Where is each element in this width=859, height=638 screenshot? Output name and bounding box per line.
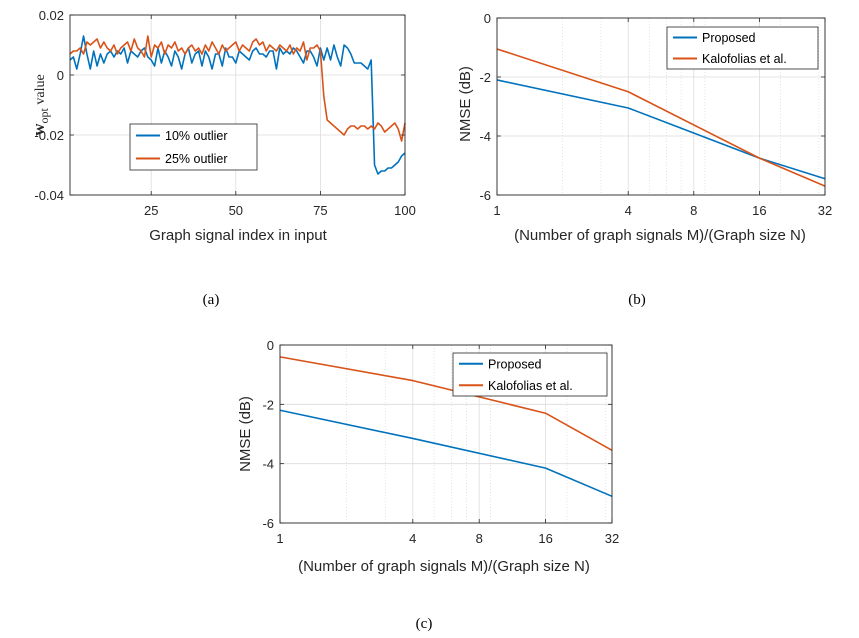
panel-c-series-line-1	[279, 409, 613, 498]
panel-a-x-tick-label: 50	[229, 203, 243, 218]
panel-b-ticks: 1 4 8 16 32 -6 -4 -2 0	[479, 11, 832, 218]
panel-a-x-tick-label: 25	[144, 203, 158, 218]
panel-b-series-line-1	[496, 79, 826, 180]
panel-a-ylabel-symbol: w	[29, 123, 48, 136]
panel-a-ylabel-subscript: opt	[37, 107, 51, 123]
panel-b-y-tick-label: 0	[484, 11, 491, 26]
panel-b-x-tick-label: 4	[625, 203, 632, 218]
panel-c-x-tick-label: 4	[409, 531, 416, 546]
panel-c-legend-label-1: Proposed	[488, 357, 542, 371]
panel-c-ylabel: NMSE (dB)	[237, 396, 254, 472]
panel-c-series-line-2	[279, 356, 613, 452]
panel-c-y-tick-label: -6	[262, 516, 274, 531]
panel-a-ylabel-rest: value	[33, 74, 48, 108]
panel-b-legend-label-2: Kalofolias et al.	[702, 52, 787, 66]
panel-c-y-tick-label: -2	[262, 397, 274, 412]
panel-c-axes-frame	[279, 344, 613, 524]
panel-c-x-tick-label: 8	[476, 531, 483, 546]
panel-c-y-tick-label: 0	[267, 338, 274, 353]
panel-c-legend-label-2: Kalofolias et al.	[488, 379, 573, 393]
panel-a-series-line-2	[69, 35, 406, 142]
panel-b: 1 4 8 16 32 -6 -4 -2 0 (Number of graph signals …	[457, 11, 832, 308]
panel-a-x-tick-label: 100	[394, 203, 416, 218]
panel-a-axes-frame	[69, 14, 406, 196]
panel-b-legend-label-1: Proposed	[702, 31, 756, 45]
panel-a-y-tick-label: 0	[57, 68, 64, 83]
panel-b-series-line-2	[496, 48, 826, 187]
panel-c-lines	[279, 356, 613, 498]
panel-a-xlabel: Graph signal index in input	[149, 227, 327, 244]
panel-b-legend: Proposed Kalofolias et al.	[666, 26, 819, 70]
panel-c-x-tick-label: 32	[605, 531, 619, 546]
panel-c-caption: (c)	[416, 616, 433, 632]
panel-a-legend: 10% outlier 25% outlier	[129, 123, 258, 171]
panel-a-ticks: 25 50 75 100 -0.04 -0.02 0 0.02	[34, 8, 415, 218]
panel-a-legend-label-2: 25% outlier	[165, 152, 228, 166]
panel-c: 1 4 8 16 32 -6 -4 -2 0 (Number of graph signals …	[237, 338, 619, 632]
panel-a: 25 50 75 100 -0.04 -0.02 0 0.02 Graph signal in…	[29, 8, 416, 308]
panel-a-legend-box	[129, 123, 258, 171]
panel-b-lines	[496, 48, 826, 187]
panel-a-ylabel: wopt value	[29, 74, 51, 135]
panel-b-y-tick-label: -4	[479, 129, 491, 144]
panel-b-caption: (b)	[628, 292, 646, 308]
panel-a-y-tick-label: 0.02	[39, 8, 64, 23]
panel-b-y-tick-label: -6	[479, 188, 491, 203]
panel-a-lines	[69, 35, 406, 175]
panel-b-x-tick-label: 1	[493, 203, 500, 218]
panel-b-ylabel: NMSE (dB)	[457, 66, 474, 142]
panel-c-legend-box	[452, 352, 608, 397]
panel-a-x-tick-label: 75	[313, 203, 327, 218]
panel-b-axes-frame	[496, 17, 826, 196]
panel-a-legend-label-1: 10% outlier	[165, 129, 228, 143]
panel-b-y-tick-label: -2	[479, 70, 491, 85]
panel-b-x-tick-label: 8	[690, 203, 697, 218]
panel-b-x-tick-label: 32	[818, 203, 832, 218]
panel-c-xlabel: (Number of graph signals M)/(Graph size …	[298, 558, 590, 575]
panel-b-x-tick-label: 16	[752, 203, 766, 218]
panel-a-series-line-1	[69, 35, 406, 175]
panel-a-y-tick-label: -0.02	[34, 128, 64, 143]
panel-c-ticks: 1 4 8 16 32 -6 -4 -2 0	[262, 338, 619, 546]
panel-a-y-tick-label: -0.04	[34, 188, 64, 203]
panel-a-caption: (a)	[203, 292, 220, 308]
panel-b-legend-box	[666, 26, 819, 70]
panel-c-y-tick-label: -4	[262, 457, 274, 472]
panel-c-x-tick-label: 16	[538, 531, 552, 546]
panel-b-xlabel: (Number of graph signals M)/(Graph size …	[514, 227, 806, 244]
panel-c-x-tick-label: 1	[276, 531, 283, 546]
panel-c-legend: Proposed Kalofolias et al.	[452, 352, 608, 397]
